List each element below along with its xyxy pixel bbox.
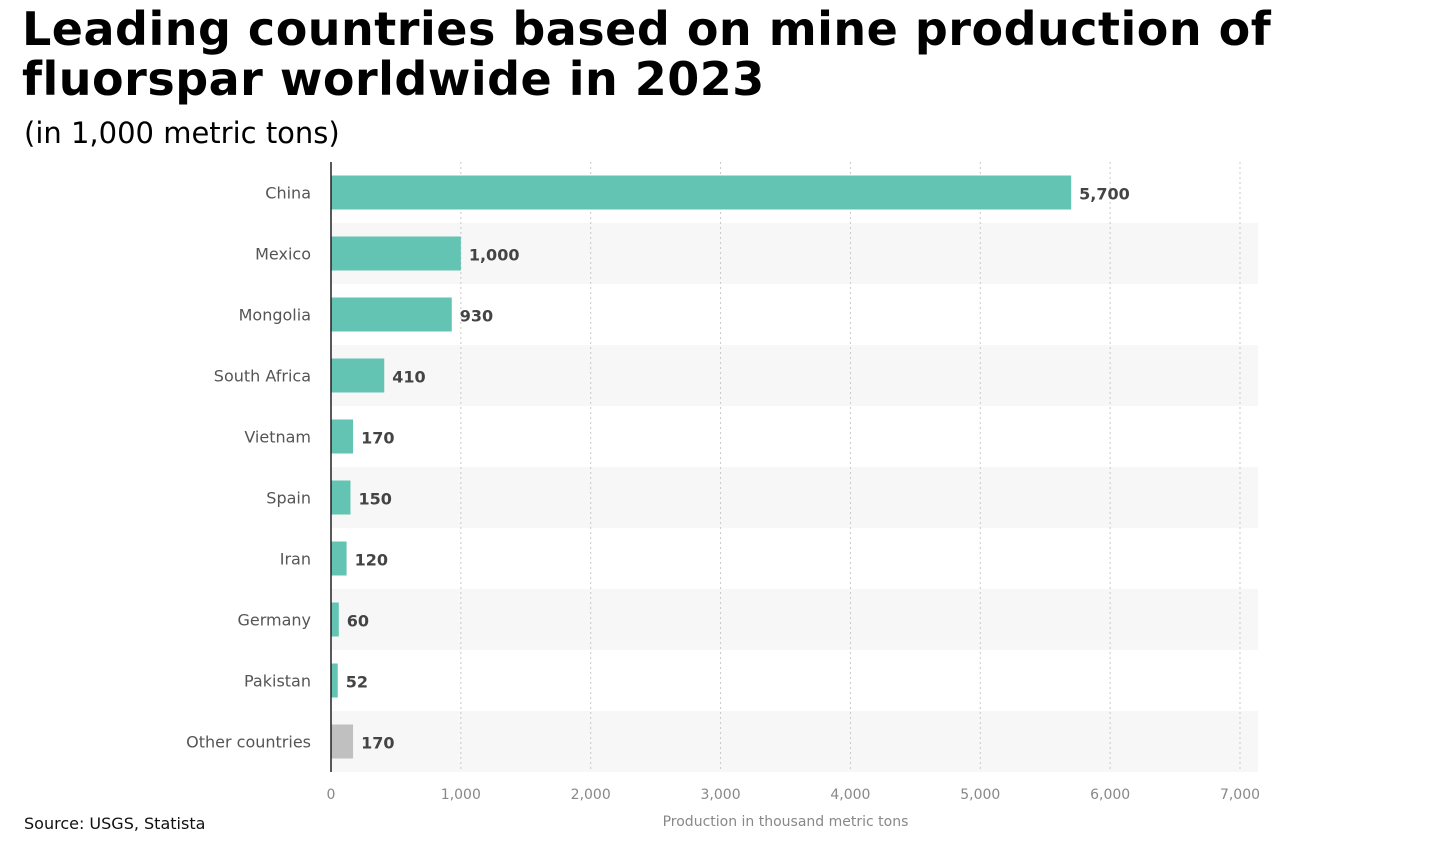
value-label: 170 [361, 429, 394, 448]
category-label: South Africa [214, 367, 311, 386]
x-tick-label: 4,000 [830, 787, 870, 803]
bar-vietnam [331, 419, 354, 454]
category-label: Pakistan [244, 672, 311, 691]
bar-other-countries [331, 724, 354, 759]
row-band [331, 223, 1258, 284]
bar-mongolia [331, 297, 452, 332]
x-tick-label: 3,000 [701, 787, 741, 803]
x-tick-label: 7,000 [1220, 787, 1260, 803]
bar-south-africa [331, 358, 385, 393]
value-label: 5,700 [1079, 185, 1130, 204]
category-label: Mexico [255, 245, 311, 264]
category-label: Germany [237, 611, 311, 630]
row-band [331, 589, 1258, 650]
chart-subtitle: (in 1,000 metric tons) [24, 116, 340, 150]
value-label: 410 [392, 368, 425, 387]
x-axis-title: Production in thousand metric tons [663, 814, 909, 830]
row-band [331, 711, 1258, 772]
x-tick-label: 5,000 [960, 787, 1000, 803]
value-label: 60 [347, 612, 369, 631]
bar-china [331, 175, 1072, 210]
x-tick-label: 0 [327, 787, 336, 803]
bar-spain [331, 480, 351, 515]
bar-iran [331, 541, 347, 576]
value-label: 1,000 [469, 246, 520, 265]
value-label: 170 [361, 734, 394, 753]
value-label: 120 [355, 551, 388, 570]
category-label: China [265, 184, 311, 203]
x-tick-label: 1,000 [441, 787, 481, 803]
row-band [331, 467, 1258, 528]
source-note: Source: USGS, Statista [24, 814, 206, 833]
x-tick-label: 6,000 [1090, 787, 1130, 803]
value-label: 52 [346, 673, 368, 692]
value-label: 930 [460, 307, 493, 326]
value-label: 150 [358, 490, 391, 509]
bar-mexico [331, 236, 461, 271]
category-label: Vietnam [244, 428, 311, 447]
x-tick-label: 2,000 [571, 787, 611, 803]
category-label: Iran [280, 550, 311, 569]
category-label: Other countries [186, 733, 311, 752]
bar-germany [331, 602, 339, 637]
chart-title: Leading countries based on mine producti… [22, 2, 1272, 106]
row-band [331, 345, 1258, 406]
bar-pakistan [331, 663, 338, 698]
category-label: Spain [266, 489, 311, 508]
category-label: Mongolia [239, 306, 311, 325]
